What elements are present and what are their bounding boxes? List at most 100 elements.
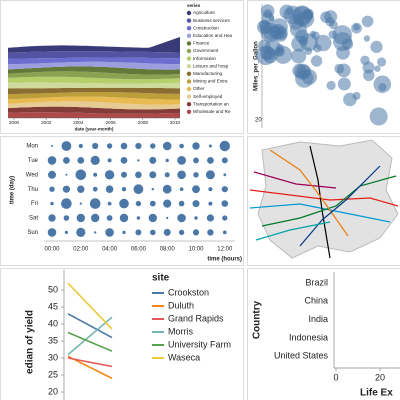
scatter-point: [320, 11, 332, 23]
legend-label: Manufacturing: [193, 71, 223, 76]
area-band: [8, 37, 180, 53]
punch-bubble: [162, 184, 172, 194]
punch-bubble: [177, 213, 186, 223]
punch-bubble: [93, 172, 98, 177]
x-tick-label: 20: [375, 372, 385, 382]
legend-swatch: [186, 33, 192, 38]
y-tick-label: 35: [48, 335, 58, 345]
punch-bubble: [61, 141, 72, 151]
legend-swatch: [186, 79, 192, 84]
scatter-point: [361, 15, 374, 28]
scatter-point: [314, 34, 332, 52]
punch-bubble: [77, 157, 85, 164]
legend-label: Mining and Extra: [193, 79, 228, 84]
punch-bubble: [149, 171, 157, 179]
y-tick-label: Brazil: [305, 277, 328, 287]
y-axis-title: Country: [252, 300, 263, 339]
y-axis-title: Miles_per_Gallon: [254, 41, 260, 91]
punch-bubble: [105, 228, 114, 237]
legend-swatch: [186, 102, 192, 107]
scatter-point: [374, 65, 381, 72]
punch-bubble: [135, 229, 142, 236]
punch-bubble: [150, 229, 156, 236]
punch-bubble: [105, 185, 114, 193]
yield-line: [67, 331, 113, 352]
y-tick-label: 20: [255, 118, 262, 124]
punch-bubble: [119, 213, 129, 223]
scatter-point: [369, 107, 388, 126]
punch-bubble: [47, 228, 57, 237]
punch-bubble: [192, 200, 200, 208]
x-tick-label: 00:00: [44, 247, 60, 253]
scatter-point: [334, 63, 345, 74]
legend-title: site: [152, 273, 170, 284]
x-tick-label: 06:00: [131, 247, 147, 253]
punch-bubble: [165, 158, 169, 163]
legend-swatch: [186, 41, 192, 46]
x-tick-label: 2008: [138, 120, 149, 125]
x-tick-label: 2000: [9, 120, 20, 125]
punch-bubble: [48, 214, 56, 222]
punch-bubble: [221, 200, 229, 207]
punch-bubble: [64, 230, 68, 234]
x-tick-label: 12:00: [217, 247, 233, 253]
punch-bubble: [194, 216, 198, 220]
punch-bubble: [192, 185, 200, 194]
punch-bubble: [89, 198, 101, 209]
punch-bubble: [106, 143, 113, 149]
punch-bubble: [121, 187, 127, 192]
x-axis-title: date (year-month): [75, 127, 114, 132]
y-axis-title: edian of yield: [25, 310, 36, 374]
scatter-point: [274, 46, 285, 57]
area-band: [8, 57, 180, 65]
legend-label: Transportation an: [193, 101, 229, 106]
legend-swatch: [186, 26, 192, 31]
punch-bubble: [136, 216, 141, 220]
punch-bubble: [193, 172, 199, 178]
punch-bubble: [206, 214, 214, 222]
yield-line: [67, 282, 113, 330]
y-tick-label: United States: [274, 351, 329, 361]
punch-bubble: [178, 229, 185, 236]
punch-bubble: [179, 187, 184, 191]
x-tick-label: 04:00: [102, 247, 118, 253]
punch-bubble: [222, 230, 227, 235]
y-tick-label: Indonesia: [289, 332, 328, 342]
area-band: [8, 112, 180, 118]
punch-bubble: [120, 157, 128, 164]
yield-line: [67, 316, 113, 356]
punch-bubble: [177, 156, 187, 165]
scatter-point: [363, 35, 371, 42]
y-tick-label: Fri: [31, 201, 38, 207]
scatter-point: [286, 8, 293, 16]
scatter-point: [336, 45, 350, 60]
punch-bubble: [205, 170, 215, 180]
x-axis-title: time (hours): [207, 257, 242, 263]
x-tick-label: 2004: [73, 120, 84, 125]
y-tick-label: 50: [48, 284, 58, 294]
legend-swatch: [186, 18, 192, 23]
tube-line: [255, 221, 331, 241]
punch-bubble: [223, 173, 227, 177]
area-band: [8, 61, 180, 70]
area-band: [8, 87, 180, 94]
punch-bubble: [79, 202, 82, 205]
y-tick-label: 20: [48, 386, 58, 396]
legend-swatch: [186, 63, 192, 69]
area-band: [8, 101, 180, 110]
y-tick-label: 45: [48, 301, 58, 311]
punch-bubble: [162, 141, 172, 151]
legend-swatch: [186, 56, 192, 61]
area-band: [8, 106, 180, 114]
punch-bubble: [192, 229, 200, 236]
punch-bubble: [149, 200, 156, 207]
punch-bubble: [149, 156, 157, 164]
y-tick-label: 25: [48, 369, 58, 379]
punch-bubble: [122, 230, 126, 235]
y-tick-label: 40: [48, 318, 58, 328]
legend-label: Waseca: [168, 352, 200, 362]
x-tick-label: 02:00: [73, 247, 89, 253]
y-tick-label: Thu: [28, 187, 38, 193]
legend-label: Finance: [193, 41, 210, 46]
